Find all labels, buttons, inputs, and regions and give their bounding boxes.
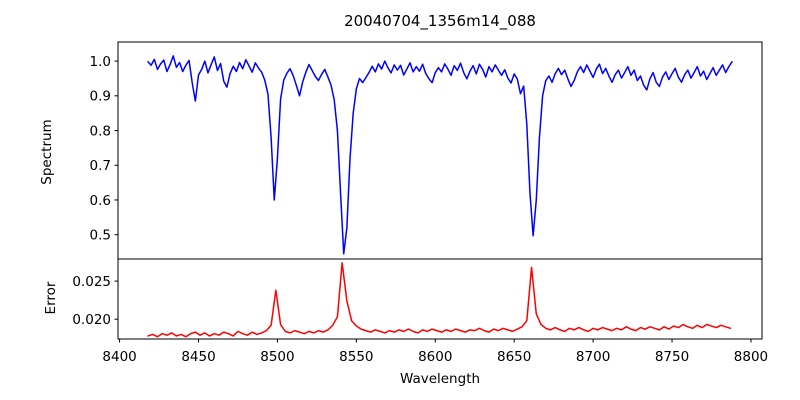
y-tick-label: 0.7	[90, 158, 111, 174]
x-tick-label: 8650	[497, 349, 531, 365]
error-axes	[117, 258, 763, 340]
plot-title: 20040704_1356m14_088	[344, 12, 536, 30]
spectrum-line	[147, 55, 733, 255]
x-tick-label: 8600	[418, 349, 452, 365]
x-tick-label: 8700	[576, 349, 610, 365]
y-tick-label: 0.6	[90, 193, 111, 209]
y-tick-label: 0.9	[90, 89, 111, 105]
y-tick-label: 0.5	[90, 227, 111, 243]
x-tick-label: 8550	[339, 349, 373, 365]
error-line	[147, 262, 732, 338]
x-tick-label: 8500	[260, 349, 294, 365]
y-tick-label: 0.025	[72, 274, 111, 290]
x-tick-label: 8750	[655, 349, 689, 365]
x-tick-label: 8400	[102, 349, 136, 365]
x-axis-label: Wavelength	[399, 371, 481, 387]
y-tick-label: 1.0	[90, 54, 111, 70]
spectrum-axes	[117, 41, 763, 260]
y-tick-label: 0.020	[72, 312, 111, 328]
x-tick-label: 8800	[734, 349, 768, 365]
y-tick-label: 0.8	[90, 123, 111, 139]
x-tick-label: 8450	[181, 349, 215, 365]
